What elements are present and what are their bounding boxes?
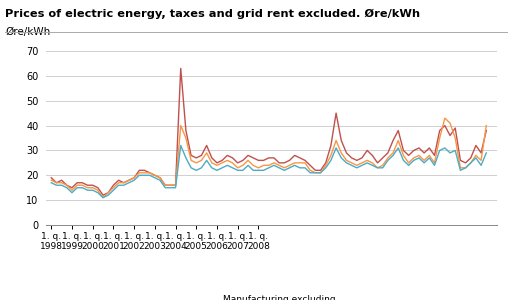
Text: Øre/kWh: Øre/kWh [6,27,51,37]
Text: Prices of electric energy, taxes and grid rent excluded. Øre/kWh: Prices of electric energy, taxes and gri… [5,9,420,19]
Legend: Households, Services, Manufacturing excluding
energy-intensive manufacturing
and: Households, Services, Manufacturing excl… [46,291,372,300]
